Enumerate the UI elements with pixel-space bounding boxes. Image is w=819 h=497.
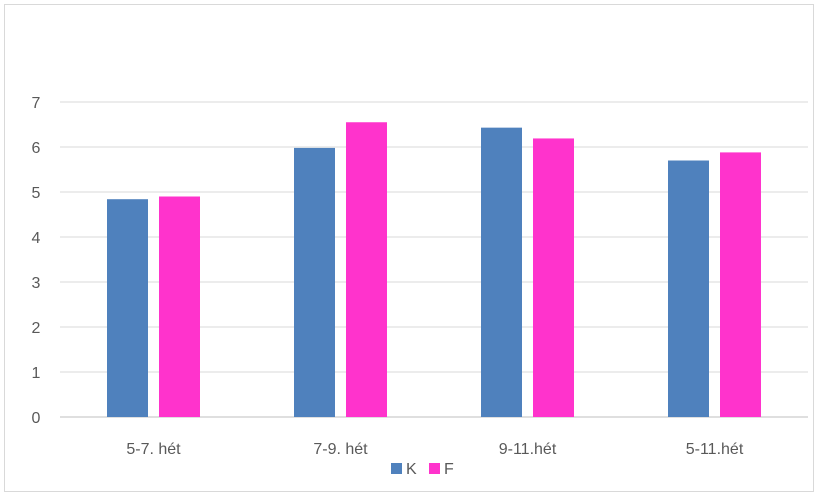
- x-tick-label: 9-11.hét: [499, 441, 557, 458]
- bar-k-4: [668, 160, 709, 417]
- x-tick-label: 7-9. hét: [313, 441, 368, 458]
- y-tick-label: 3: [32, 275, 41, 292]
- y-tick-label: 1: [32, 365, 41, 382]
- bar-f-1: [159, 196, 200, 417]
- y-tick-label: 0: [32, 410, 41, 427]
- bar-k-3: [481, 127, 522, 418]
- x-tick-label: 5-7. hét: [126, 441, 181, 458]
- y-tick-label: 7: [32, 95, 41, 112]
- y-axis-ticks: 0 1 2 3 4 5 6 7: [32, 95, 41, 427]
- y-tick-label: 2: [32, 320, 41, 337]
- bar-f-4: [720, 152, 761, 417]
- bar-f-2: [346, 122, 387, 417]
- y-tick-label: 5: [32, 185, 41, 202]
- bar-f-3: [533, 138, 574, 417]
- legend-swatch-k: [391, 463, 402, 474]
- legend-swatch-f: [429, 463, 440, 474]
- y-tick-label: 4: [32, 230, 41, 247]
- legend-label-f: F: [444, 461, 454, 478]
- bars: [107, 122, 761, 418]
- y-tick-label: 6: [32, 140, 41, 157]
- x-axis-ticks: 5-7. hét 7-9. hét 9-11.hét 5-11.hét: [126, 441, 743, 458]
- bar-k-1: [107, 199, 148, 417]
- legend-label-k: K: [406, 461, 417, 478]
- bar-k-2: [294, 147, 335, 417]
- x-tick-label: 5-11.hét: [686, 441, 744, 458]
